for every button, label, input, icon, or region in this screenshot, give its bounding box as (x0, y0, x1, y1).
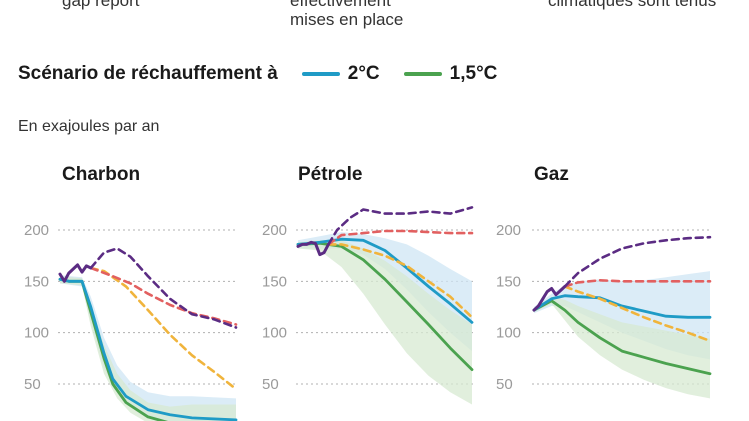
legend-title: Scénario de réchauffement à (18, 63, 278, 84)
legend-item-2c: 2°C (301, 63, 380, 85)
band-green-petrole (298, 240, 472, 405)
series-purple-solid-charbon (58, 263, 93, 283)
y-tick-label-petrole: 100 (262, 325, 287, 342)
band-green-charbon (60, 276, 236, 421)
y-tick-label-petrole: 150 (262, 273, 287, 290)
y-tick-label-charbon: 50 (24, 376, 41, 393)
legend-swatch-1-5c (403, 72, 442, 76)
series-red-dash-gaz (563, 279, 712, 288)
panel-title-petrole: Pétrole (298, 164, 363, 185)
series-purple-solid-gaz (532, 285, 567, 312)
series-blue-gaz (532, 294, 712, 319)
panel-title-charbon: Charbon (62, 164, 141, 185)
series-purple-solid-petrole (296, 240, 330, 257)
y-tick-label-charbon: 100 (24, 325, 49, 342)
legend-label-2c: 2°C (347, 63, 380, 84)
y-tick-label-gaz: 50 (496, 376, 513, 393)
panel-title-gaz: Gaz (534, 164, 569, 185)
header-fragment-right: climatiques sont tenus (548, 0, 717, 10)
y-tick-label-gaz: 200 (496, 222, 521, 239)
legend-label-1-5c: 1,5°C (449, 63, 498, 84)
series-red-dash-charbon (89, 266, 238, 326)
header-fragment-center: effectivement mises en place (290, 0, 404, 29)
header-fragment-left: gap report (62, 0, 140, 10)
y-tick-label-gaz: 100 (496, 325, 521, 342)
series-purple-dash-charbon (89, 247, 238, 329)
series-red-dash-petrole (327, 229, 474, 246)
series-orange-dash-gaz (563, 285, 712, 343)
legend-item-1-5c: 1,5°C (403, 63, 498, 85)
y-tick-label-charbon: 150 (24, 273, 49, 290)
y-tick-label-petrole: 200 (262, 222, 287, 239)
series-green-gaz (532, 299, 712, 376)
legend: Scénario de réchauffement à 2°C 1,5°C (18, 61, 497, 87)
unit-label: En exajoules par an (18, 118, 160, 135)
series-blue-petrole (296, 237, 474, 324)
series-orange-dash-petrole (327, 243, 474, 319)
y-tick-label-gaz: 150 (496, 273, 521, 290)
series-purple-dash-petrole (327, 206, 474, 246)
legend-swatch-2c (301, 72, 340, 76)
y-tick-label-charbon: 200 (24, 222, 49, 239)
band-blue-petrole (298, 232, 472, 352)
series-blue-charbon (58, 277, 238, 421)
y-tick-label-petrole: 50 (262, 376, 279, 393)
series-purple-dash-gaz (563, 235, 712, 288)
